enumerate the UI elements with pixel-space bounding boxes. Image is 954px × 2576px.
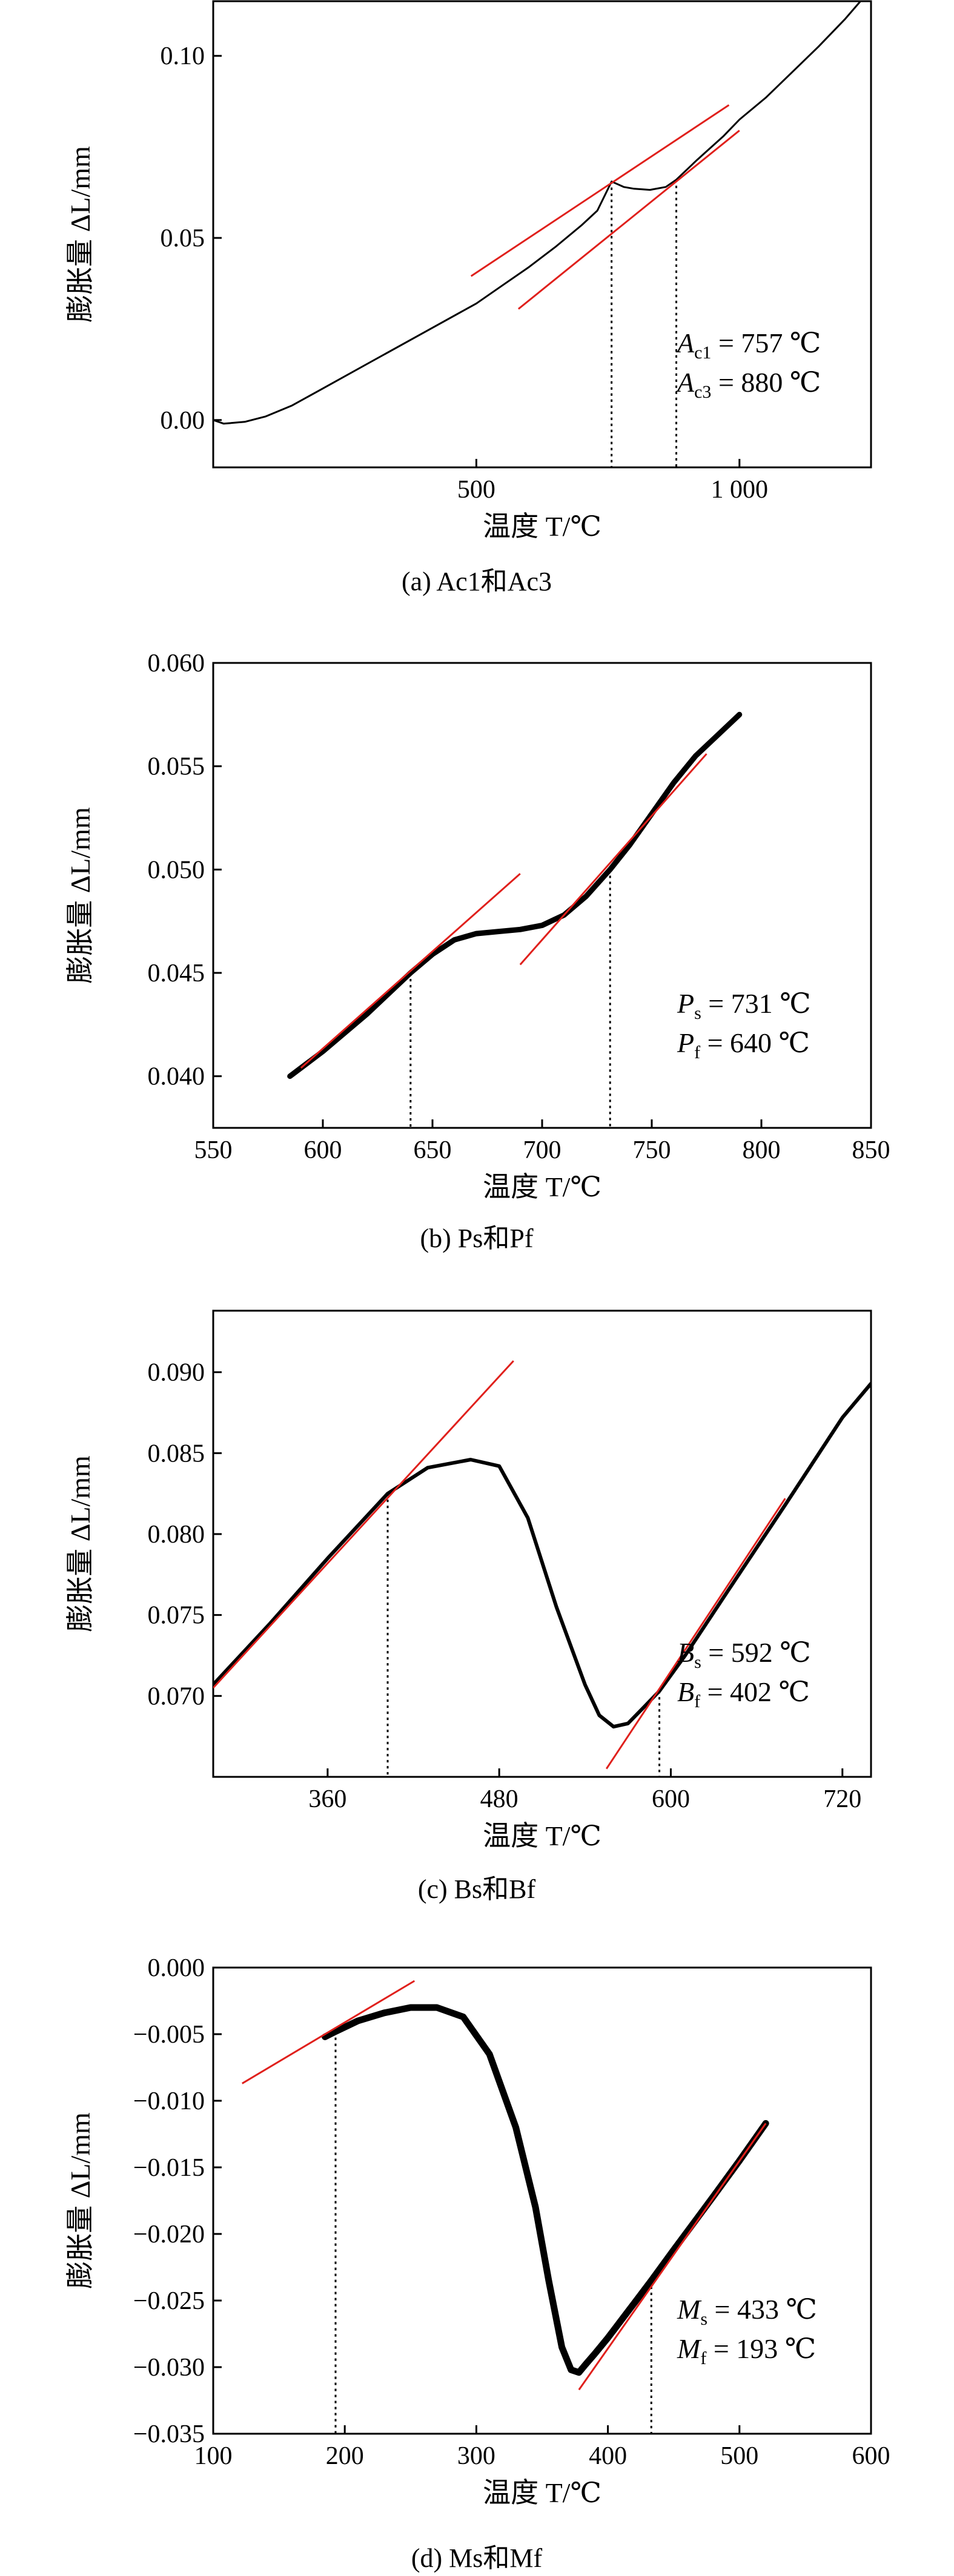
dilation-curve <box>213 1 862 425</box>
x-axis-title: 温度 T/℃ <box>483 2477 601 2508</box>
x-tick-label: 750 <box>633 1136 671 1164</box>
x-tick-label: 700 <box>523 1136 561 1164</box>
y-tick-label: 0.000 <box>148 1954 205 1982</box>
annotation-finish-temp: Ac3 = 880 ℃ <box>675 367 821 402</box>
annotation-start-temp: Ms = 433 ℃ <box>677 2294 817 2329</box>
annotation-finish-temp: Mf = 193 ℃ <box>677 2333 816 2368</box>
y-tick-label: 0.05 <box>161 225 205 252</box>
tangent-line <box>242 1980 416 2084</box>
dilation-curve <box>213 1382 871 1729</box>
y-tick-label: 0.055 <box>148 753 205 781</box>
y-tick-label: −0.025 <box>133 2287 205 2315</box>
tangent-line <box>578 2123 767 2391</box>
y-axis-title: 膨胀量 ΔL/mm <box>65 807 96 984</box>
x-tick-label: 720 <box>823 1785 861 1813</box>
panel-d: 100 200 300 400 500 600 0.000 −0.005 −0.010 −0.01… <box>65 1954 890 2573</box>
y-tick-label: 0.070 <box>148 1682 205 1710</box>
x-tick-label: 200 <box>326 2442 364 2470</box>
plot-data <box>213 1360 871 1777</box>
y-tick-label: −0.015 <box>133 2154 205 2182</box>
x-tick-label: 500 <box>720 2442 758 2470</box>
x-axis-title: 温度 T/℃ <box>483 1171 601 1202</box>
y-tick-label: 0.040 <box>148 1063 205 1091</box>
tangent-line <box>213 1360 514 1688</box>
plot-frame <box>212 0 872 469</box>
x-tick-label: 850 <box>852 1136 890 1164</box>
x-tick-label: 400 <box>589 2442 627 2470</box>
tangent-line <box>519 753 707 966</box>
x-tick-label: 800 <box>743 1136 781 1164</box>
panel-c: 360 480 600 720 0.070 0.075 0.080 0.085 0.090 温度 … <box>65 1309 872 1904</box>
y-tick-label: −0.030 <box>133 2354 205 2382</box>
x-tick-label: 600 <box>652 1785 690 1813</box>
tangent-line <box>300 873 521 1069</box>
y-tick-label: −0.020 <box>133 2221 205 2248</box>
panel-b: 550 600 650 700 750 800 850 0.040 0.045 0.050 0.05… <box>65 650 890 1253</box>
x-tick-label: 100 <box>194 2442 233 2470</box>
plot-data <box>242 1980 769 2434</box>
x-tick-label: 600 <box>852 2442 890 2470</box>
y-tick-label: 0.00 <box>161 407 205 435</box>
annotation-start-temp: Ps = 731 ℃ <box>677 988 811 1023</box>
y-tick-label: 0.045 <box>148 960 205 987</box>
panel-a: 500 1 000 0.00 0.05 0.10 温度 T/℃ 膨胀量 ΔL/mm (a) A… <box>65 0 872 596</box>
y-tick-label: 0.050 <box>148 856 205 884</box>
y-tick-label: −0.010 <box>133 2087 205 2115</box>
panel-caption: (a) Ac1和Ac3 <box>402 567 552 596</box>
plot-frame <box>212 1966 872 2435</box>
annotation-start-temp: Ac1 = 757 ℃ <box>675 328 821 363</box>
y-tick-label: 0.060 <box>148 650 205 677</box>
x-tick-label: 360 <box>308 1785 346 1813</box>
x-axis-title: 温度 T/℃ <box>483 511 601 542</box>
panel-caption: (c) Bs和Bf <box>418 1874 536 1904</box>
y-tick-label: 0.080 <box>148 1521 205 1549</box>
y-tick-label: −0.005 <box>133 2021 205 2049</box>
y-tick-label: 0.075 <box>148 1602 205 1630</box>
x-tick-label: 480 <box>480 1785 518 1813</box>
plot-frame <box>212 1309 872 1778</box>
annotation-finish-temp: Bf = 402 ℃ <box>677 1676 810 1711</box>
dilation-curve <box>287 711 743 1079</box>
x-tick-label: 600 <box>304 1136 342 1164</box>
tangent-line <box>517 130 740 310</box>
y-tick-label: 0.10 <box>161 42 205 70</box>
panel-caption: (d) Ms和Mf <box>411 2543 543 2573</box>
tangent-line <box>605 1498 786 1770</box>
tangent-line <box>470 104 730 277</box>
annotation-finish-temp: Pf = 640 ℃ <box>677 1027 810 1062</box>
y-tick-label: −0.035 <box>133 2420 205 2448</box>
y-axis-title: 膨胀量 ΔL/mm <box>65 146 96 323</box>
plot-data <box>287 711 743 1128</box>
y-axis-title: 膨胀量 ΔL/mm <box>65 2112 96 2289</box>
y-tick-label: 0.090 <box>148 1359 205 1387</box>
dilation-curve <box>322 2004 769 2376</box>
y-tick-label: 0.085 <box>148 1440 205 1468</box>
panel-caption: (b) Ps和Pf <box>420 1224 533 1253</box>
plot-data <box>213 1 862 467</box>
x-tick-label: 650 <box>414 1136 452 1164</box>
x-tick-label: 300 <box>457 2442 495 2470</box>
y-axis-title: 膨胀量 ΔL/mm <box>65 1455 96 1632</box>
x-tick-label: 1 000 <box>711 476 769 504</box>
x-axis-title: 温度 T/℃ <box>483 1820 601 1851</box>
x-tick-label: 500 <box>457 476 495 504</box>
annotation-start-temp: Bs = 592 ℃ <box>677 1637 811 1672</box>
x-tick-label: 550 <box>194 1136 233 1164</box>
